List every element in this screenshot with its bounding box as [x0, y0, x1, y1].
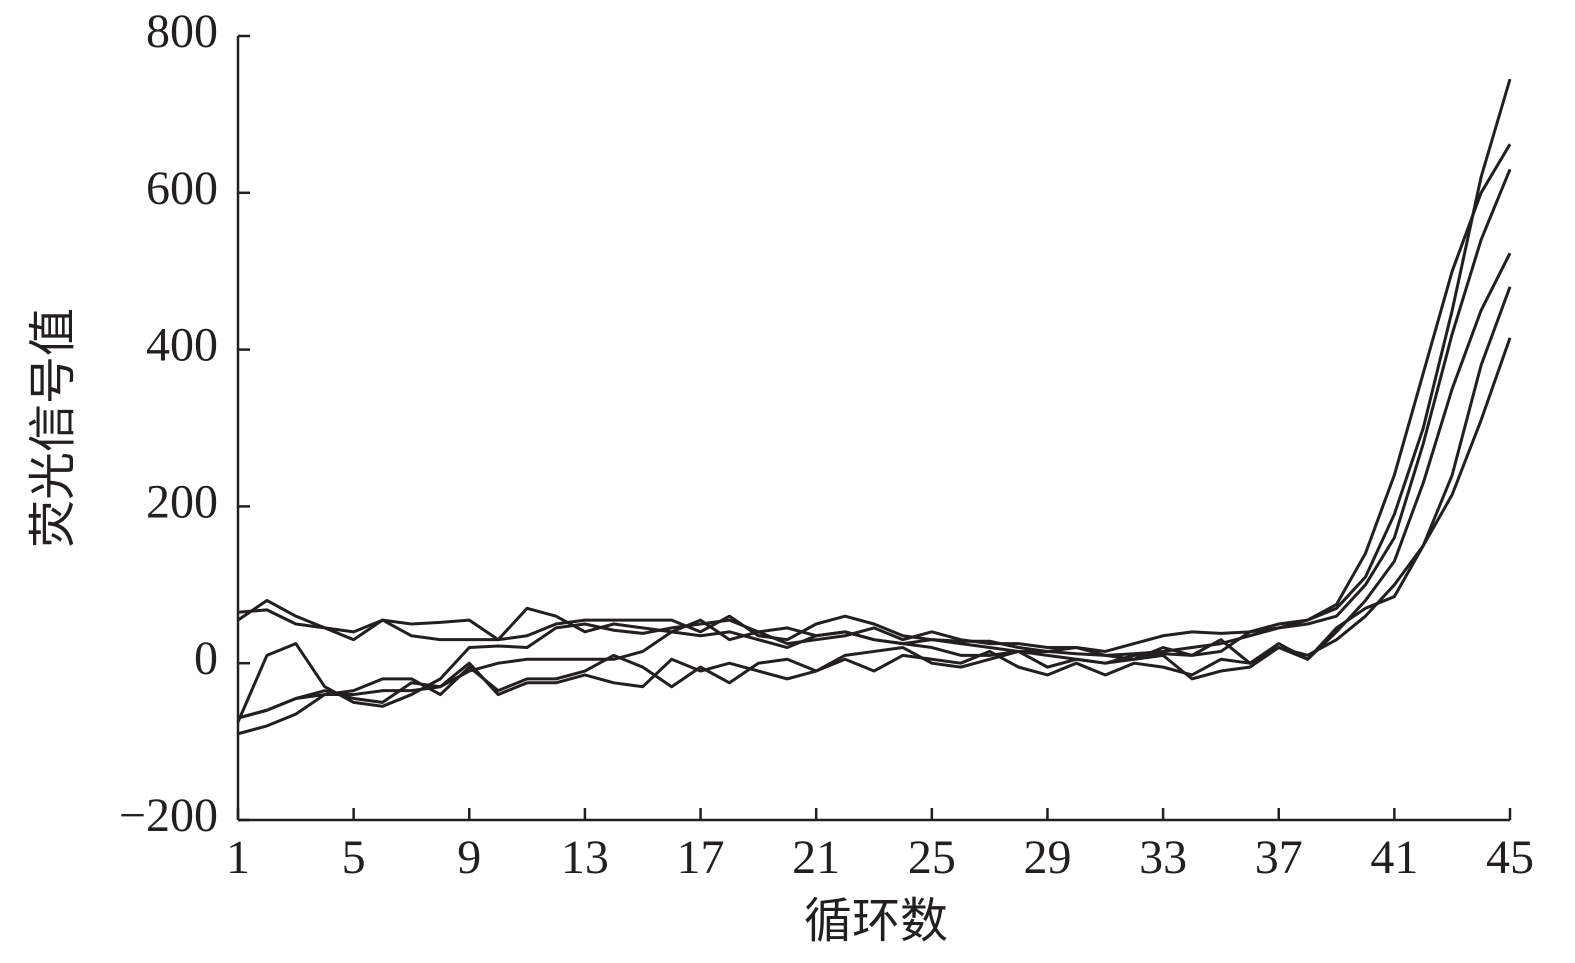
y-axis-label: 荧光信号值	[27, 308, 80, 548]
x-tick-label: 17	[677, 831, 725, 884]
x-tick-label: 41	[1370, 831, 1418, 884]
y-tick-label: 400	[146, 319, 218, 372]
data-line	[237, 286, 1512, 736]
x-tick-label: 5	[342, 831, 366, 884]
data-line	[237, 78, 1512, 657]
x-tick-label: 1	[226, 831, 250, 884]
x-tick-label: 25	[908, 831, 956, 884]
y-tick-label: 200	[146, 475, 218, 528]
data-line	[236, 168, 1512, 723]
x-tick-label: 37	[1255, 831, 1303, 884]
x-axis-label: 循环数	[804, 895, 948, 948]
x-tick-label: 29	[1023, 831, 1071, 884]
x-tick-label: 33	[1139, 831, 1187, 884]
data-line	[237, 143, 1512, 661]
y-tick-label: 0	[194, 632, 218, 685]
y-tick-label: 600	[146, 162, 218, 215]
x-tick-label: 21	[792, 831, 840, 884]
data-line	[237, 337, 1512, 720]
x-tick-label: 9	[457, 831, 481, 884]
x-tick-label: 45	[1486, 831, 1534, 884]
x-tick-label: 13	[561, 831, 609, 884]
y-tick-label: −200	[119, 789, 218, 842]
y-tick-label: 800	[146, 5, 218, 58]
